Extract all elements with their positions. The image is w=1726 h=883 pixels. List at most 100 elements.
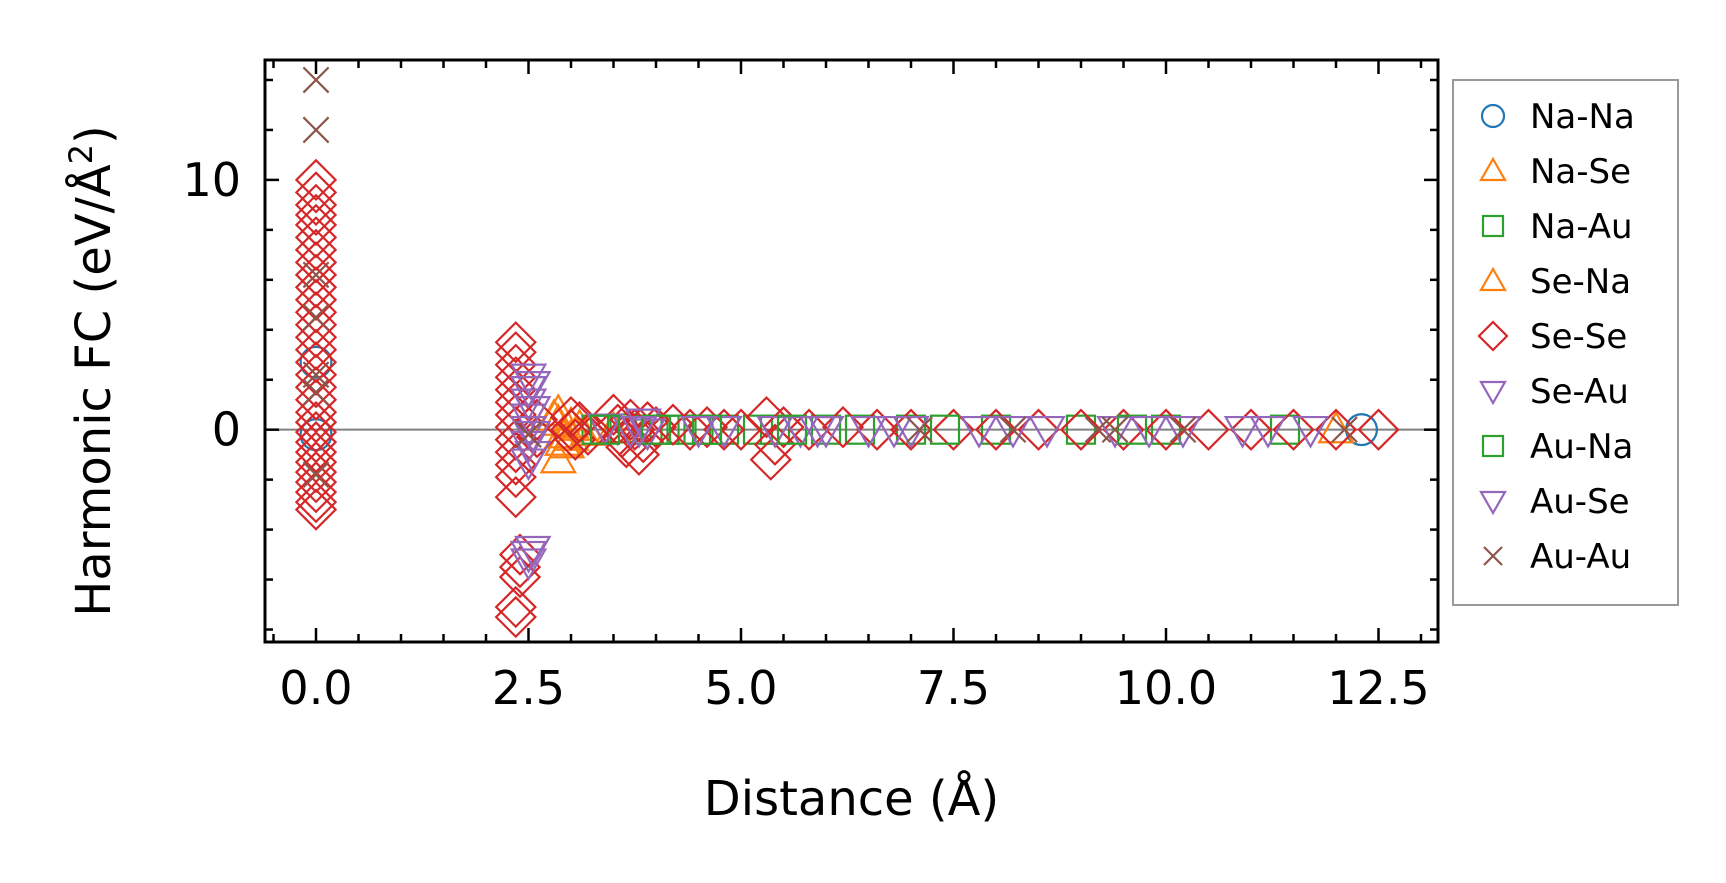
data-point xyxy=(294,183,338,227)
data-point xyxy=(705,415,743,449)
y-tick-label: 10 xyxy=(182,153,241,207)
legend-label: Au-Na xyxy=(1530,427,1633,467)
data-point xyxy=(875,415,913,449)
data-point xyxy=(605,426,648,469)
data-point xyxy=(691,414,723,445)
data-point xyxy=(994,415,1032,449)
legend-label: Au-Se xyxy=(1530,482,1630,522)
data-point xyxy=(756,415,794,449)
legend-box xyxy=(1452,79,1679,606)
data-point xyxy=(294,316,338,359)
data-point xyxy=(1331,416,1358,444)
data-point xyxy=(1116,414,1148,445)
legend-label: Au-Au xyxy=(1530,537,1631,577)
data-point xyxy=(1357,408,1400,451)
data-point xyxy=(498,533,542,576)
legend-label: Na-Na xyxy=(1530,97,1635,137)
data-point xyxy=(535,398,573,431)
data-point xyxy=(294,470,338,514)
data-point xyxy=(498,545,542,589)
data-point xyxy=(302,378,330,406)
data-point xyxy=(1130,415,1168,449)
series-au-au xyxy=(302,66,1358,489)
data-point xyxy=(302,116,330,144)
data-point xyxy=(906,416,933,444)
data-point xyxy=(613,408,656,451)
data-point xyxy=(849,415,888,449)
data-point xyxy=(302,303,330,331)
x-tick-label: 7.5 xyxy=(917,661,990,715)
data-point xyxy=(514,440,552,474)
y-tick-label: 0 xyxy=(212,403,241,457)
data-point xyxy=(509,540,548,574)
data-point xyxy=(1150,414,1182,445)
data-point xyxy=(494,585,537,629)
legend-marker xyxy=(1477,320,1509,352)
data-point xyxy=(514,420,552,454)
data-point xyxy=(855,408,899,451)
data-point xyxy=(294,253,338,296)
legend-label: Se-Au xyxy=(1530,372,1629,412)
data-point xyxy=(294,278,338,321)
data-point xyxy=(592,393,635,436)
data-point xyxy=(776,414,808,445)
data-point xyxy=(294,488,338,531)
legend-label: Se-Se xyxy=(1530,317,1627,357)
data-point xyxy=(609,398,652,441)
data-point xyxy=(294,193,338,237)
y-axis-label: Harmonic FC (eV/Å2) xyxy=(62,125,122,617)
data-point xyxy=(494,475,537,519)
data-points-layer xyxy=(294,66,1400,639)
data-point xyxy=(294,460,338,504)
legend-marker xyxy=(1479,380,1507,406)
data-point xyxy=(1164,415,1202,449)
data-point xyxy=(668,408,712,451)
legend-marker xyxy=(1481,434,1505,458)
data-point xyxy=(666,414,697,445)
data-point xyxy=(640,414,672,445)
data-point xyxy=(798,415,837,449)
data-point xyxy=(753,423,797,466)
data-point xyxy=(509,548,548,582)
legend: Na-Na Na-Se Na-Au Se-Na Se-Se Se-Au Au-Na Au-Se… xyxy=(1452,79,1679,606)
data-point xyxy=(844,414,876,445)
legend-marker xyxy=(1480,103,1506,129)
series-au-na xyxy=(589,414,1148,445)
data-point xyxy=(494,368,537,411)
y-axis-label-close: ) xyxy=(66,125,122,144)
data-point xyxy=(494,443,537,486)
legend-marker xyxy=(1481,214,1505,238)
data-point xyxy=(514,371,552,404)
data-point xyxy=(980,414,1012,445)
data-point xyxy=(294,228,338,271)
data-point xyxy=(1229,408,1273,451)
data-point xyxy=(1096,415,1134,449)
data-point xyxy=(494,595,537,639)
data-point xyxy=(509,430,548,464)
legend-label: Na-Se xyxy=(1530,152,1631,192)
data-point xyxy=(960,415,998,449)
legend-label: Na-Au xyxy=(1530,207,1633,247)
x-tick-label: 2.5 xyxy=(492,661,565,715)
data-point xyxy=(1059,408,1103,451)
legend-label: Se-Na xyxy=(1530,262,1631,302)
data-point xyxy=(299,345,333,379)
data-point xyxy=(749,438,792,481)
data-point xyxy=(929,414,961,445)
data-point xyxy=(294,158,338,202)
data-point xyxy=(294,450,338,494)
data-point xyxy=(302,66,330,94)
data-point xyxy=(294,241,338,284)
data-point xyxy=(1223,415,1262,449)
data-point xyxy=(509,376,548,409)
legend-marker xyxy=(1479,266,1507,292)
data-point xyxy=(302,461,330,489)
data-point xyxy=(1144,408,1188,451)
data-point xyxy=(787,408,831,451)
data-point xyxy=(999,416,1027,444)
y-axis-label-sup: 2 xyxy=(62,144,100,164)
data-point xyxy=(294,216,338,259)
legend-marker xyxy=(1483,546,1503,566)
x-tick-label: 5.0 xyxy=(704,661,777,715)
